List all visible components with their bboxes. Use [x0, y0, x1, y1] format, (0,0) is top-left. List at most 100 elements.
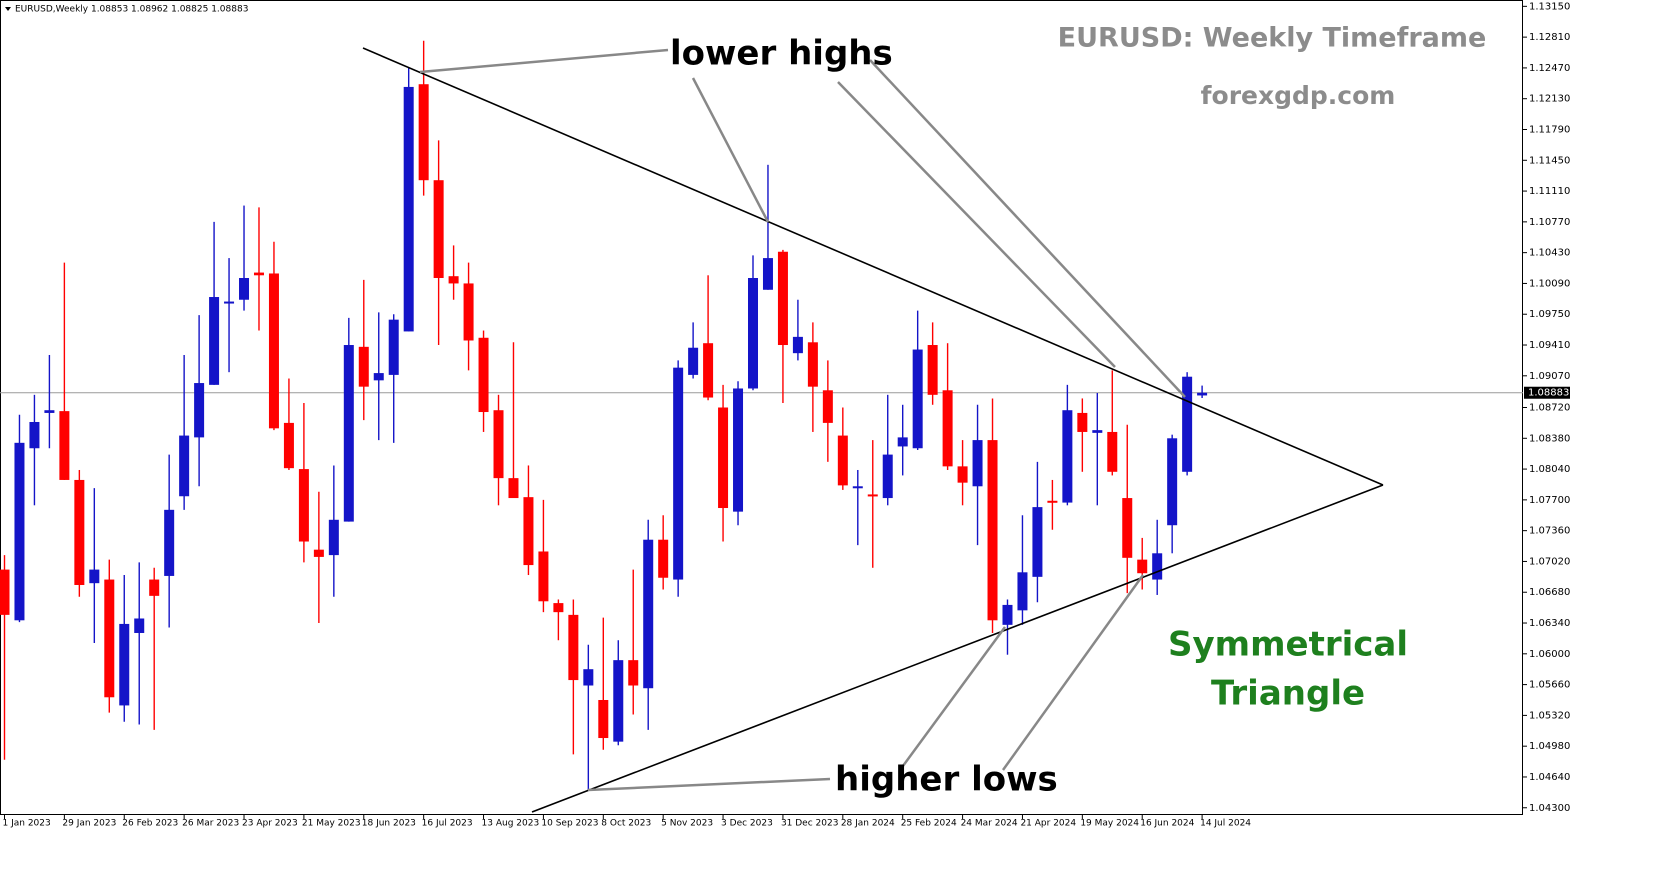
candle-body [194, 383, 205, 438]
y-tick-label: 1.12470 [1529, 63, 1570, 74]
candle-body [209, 297, 220, 385]
candle-body [942, 390, 953, 467]
candle-body [388, 319, 399, 375]
candle-body [224, 301, 235, 304]
candle-body [1167, 438, 1178, 526]
candle-body [463, 283, 474, 341]
y-tick-label: 1.06340 [1529, 618, 1570, 629]
y-tick-label: 1.11790 [1529, 124, 1570, 135]
candle-body [762, 258, 773, 290]
plot-frame [0, 0, 1523, 815]
candle-body [478, 337, 489, 413]
candle-body [283, 422, 294, 469]
x-tick-label: 23 Apr 2023 [242, 819, 298, 829]
candle-body [777, 251, 788, 346]
y-tick-label: 1.13150 [1529, 1, 1570, 12]
pointer-line [837, 81, 1116, 368]
chart-subtitle: forexgdp.com [1201, 81, 1396, 110]
candle-body [792, 336, 803, 354]
candle-body [598, 699, 609, 739]
y-tick-label: 1.09410 [1529, 340, 1570, 351]
candle-body [403, 86, 414, 332]
y-tick-label: 1.11450 [1529, 155, 1570, 166]
y-tick-label: 1.12810 [1529, 32, 1570, 43]
x-tick-label: 19 May 2024 [1080, 819, 1139, 829]
candle-body [239, 278, 250, 300]
upper-trendline [362, 47, 1384, 486]
y-tick-label: 1.07700 [1529, 495, 1570, 506]
x-tick-label: 8 Oct 2023 [601, 819, 651, 829]
y-tick-label: 1.08380 [1529, 433, 1570, 444]
chart-title: EURUSD: Weekly Timeframe [1058, 23, 1487, 54]
price-label-box [1524, 386, 1570, 399]
y-tick-label: 1.12130 [1529, 94, 1570, 105]
candle-body [912, 349, 923, 449]
y-tick-label: 1.10090 [1529, 278, 1570, 289]
y-tick-label: 1.04640 [1529, 772, 1570, 783]
candle-body [508, 478, 519, 499]
candle-body [733, 388, 744, 512]
candle-body [822, 390, 833, 423]
candle-body [253, 272, 264, 276]
candle-body [957, 466, 968, 483]
candle-body [1122, 498, 1133, 558]
candle-body [0, 569, 10, 615]
candle-body [373, 373, 384, 381]
y-tick-label: 1.04300 [1529, 803, 1570, 814]
y-tick-label: 1.11110 [1529, 186, 1570, 197]
candle-body [268, 273, 279, 429]
candle-body [703, 343, 714, 398]
candle-body [1197, 392, 1208, 396]
y-tick-label: 1.04980 [1529, 741, 1570, 752]
candle-body [1107, 431, 1118, 472]
candle-body [418, 84, 429, 181]
candle-body [807, 342, 818, 387]
x-tick-label: 21 Apr 2024 [1020, 819, 1076, 829]
annotation: higher lows [835, 760, 1058, 800]
x-tick-label: 25 Feb 2024 [901, 819, 957, 829]
x-tick-label: 16 Jul 2023 [422, 819, 473, 829]
x-tick-label: 26 Mar 2023 [182, 819, 239, 829]
candle-body [972, 440, 983, 487]
y-tick-label: 1.08720 [1529, 403, 1570, 414]
candle-body [748, 278, 758, 389]
candle-body [59, 411, 70, 480]
candle-body [1137, 559, 1148, 574]
candle-body [134, 618, 145, 633]
candle-body [882, 454, 893, 499]
x-tick-label: 28 Jan 2024 [841, 819, 895, 829]
annotation: Triangle [1211, 674, 1365, 714]
candle-body [1077, 412, 1088, 432]
candle-body [149, 579, 160, 596]
x-tick-label: 16 Jun 2024 [1140, 819, 1194, 829]
y-tick-label: 1.05320 [1529, 710, 1570, 721]
lower-trendline [531, 484, 1384, 813]
pointer-line [419, 48, 669, 74]
candle-body [583, 669, 594, 686]
candle-body [897, 437, 908, 447]
candle-body [14, 442, 25, 621]
candle-body [553, 603, 564, 613]
candle-body [852, 486, 863, 489]
x-tick-label: 29 Jan 2023 [62, 819, 116, 829]
candle-body [44, 410, 55, 413]
candle-body [179, 435, 190, 497]
candle-body [298, 469, 309, 542]
x-tick-label: 14 Jul 2024 [1200, 819, 1251, 829]
candle-body [987, 440, 998, 621]
candle-body [613, 660, 624, 742]
pointer-line [1001, 574, 1145, 771]
candle-body [673, 367, 684, 580]
pointer-line [869, 59, 1186, 398]
candle-body [688, 347, 699, 375]
candle-body [1152, 553, 1163, 580]
candle-body [1062, 410, 1073, 503]
candle-body [119, 623, 130, 706]
candle-body [643, 539, 654, 689]
candle-body [568, 614, 579, 681]
y-tick-label: 1.10770 [1529, 217, 1570, 228]
candle-body [1032, 507, 1043, 577]
candle-body [867, 494, 878, 497]
x-tick-label: 24 Mar 2024 [961, 819, 1018, 829]
x-tick-label: 5 Nov 2023 [661, 819, 713, 829]
